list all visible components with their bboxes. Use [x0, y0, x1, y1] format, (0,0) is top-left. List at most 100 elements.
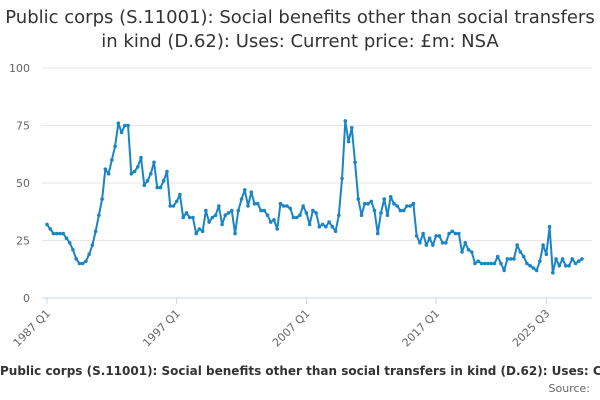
data-point: [385, 213, 390, 217]
data-point: [90, 243, 95, 247]
data-point: [512, 257, 516, 261]
data-point: [359, 213, 364, 217]
data-point: [288, 206, 292, 211]
data-point: [148, 172, 153, 176]
x-axis: [42, 297, 592, 304]
data-point: [97, 213, 101, 217]
data-point: [93, 229, 98, 234]
data-point: [103, 167, 108, 171]
data-point: [534, 268, 539, 273]
data-point: [110, 158, 114, 162]
data-point: [379, 211, 383, 215]
data-point: [395, 204, 399, 208]
data-point: [139, 155, 143, 160]
data-point: [314, 211, 318, 215]
data-point: [551, 270, 555, 275]
data-point: [307, 222, 312, 227]
data-point: [181, 215, 185, 220]
data-point: [61, 231, 66, 236]
data-point: [123, 123, 127, 128]
data-point: [382, 197, 387, 201]
data-point: [492, 261, 497, 266]
x-axis-tick-labels: 1987 Q1 1997 Q1 2007 Q1 2017 Q1 2025 Q3: [11, 307, 553, 350]
x-tick-label: 2025 Q3: [510, 307, 553, 350]
chart-title: Public corps (S.11001): Social benefits …: [5, 7, 595, 52]
data-point: [479, 261, 484, 266]
data-point: [353, 160, 357, 165]
data-point: [333, 229, 338, 234]
data-point: [418, 241, 422, 245]
data-point: [317, 224, 322, 229]
data-point: [71, 247, 75, 252]
data-point: [223, 213, 228, 217]
data-point: [482, 261, 487, 266]
data-point: [272, 218, 276, 222]
data-point: [119, 130, 124, 135]
data-point: [178, 192, 182, 197]
x-tick-label: 1987 Q1: [11, 307, 54, 350]
data-point: [547, 224, 552, 229]
data-point: [580, 257, 584, 261]
data-point: [531, 266, 536, 270]
data-point: [259, 208, 263, 213]
data-point: [401, 208, 406, 213]
data-point: [230, 208, 234, 213]
x-tick-label: 2017 Q1: [400, 307, 443, 350]
data-point: [369, 199, 374, 204]
data-point: [521, 254, 526, 259]
y-tick-label: 0: [23, 292, 30, 305]
data-point: [450, 229, 455, 234]
data-point: [168, 204, 173, 208]
data-point: [285, 204, 289, 208]
data-point: [64, 236, 69, 240]
data-point: [255, 201, 260, 206]
data-point: [100, 197, 104, 201]
data-point: [145, 178, 150, 183]
data-point: [356, 197, 361, 201]
data-point: [495, 254, 500, 259]
legend-series-label[interactable]: Public corps (S.11001): Social benefits …: [0, 364, 600, 378]
data-series: [45, 119, 584, 275]
data-point: [304, 211, 309, 215]
data-point: [191, 215, 195, 220]
data-point: [126, 123, 130, 128]
data-point: [460, 250, 464, 254]
data-point: [362, 201, 367, 206]
data-point: [246, 204, 250, 208]
data-point: [204, 208, 208, 213]
data-point: [106, 172, 111, 176]
data-point: [525, 261, 529, 266]
data-point: [434, 234, 438, 238]
data-point: [431, 243, 435, 247]
data-point: [155, 185, 160, 190]
data-point: [142, 183, 147, 188]
data-point: [320, 222, 325, 227]
data-point: [226, 211, 231, 215]
data-point: [463, 241, 468, 245]
data-point: [366, 201, 370, 206]
y-tick-label: 50: [16, 177, 30, 190]
data-point: [576, 259, 581, 264]
data-point: [262, 208, 267, 213]
data-point: [444, 241, 448, 245]
series-line: [46, 119, 583, 274]
data-point: [437, 234, 442, 238]
data-point: [505, 257, 510, 261]
data-point: [48, 227, 53, 231]
data-point: [207, 220, 211, 224]
data-point: [74, 257, 78, 261]
data-point: [51, 231, 56, 236]
data-point: [554, 257, 558, 261]
data-point: [268, 220, 273, 224]
data-point: [54, 231, 59, 236]
data-point: [349, 126, 354, 130]
data-point: [538, 259, 542, 264]
data-point: [447, 231, 451, 236]
data-point: [499, 261, 503, 266]
data-point: [557, 264, 562, 268]
data-point: [453, 231, 458, 236]
data-point: [324, 224, 328, 229]
data-point: [233, 231, 237, 236]
data-point: [87, 252, 91, 257]
